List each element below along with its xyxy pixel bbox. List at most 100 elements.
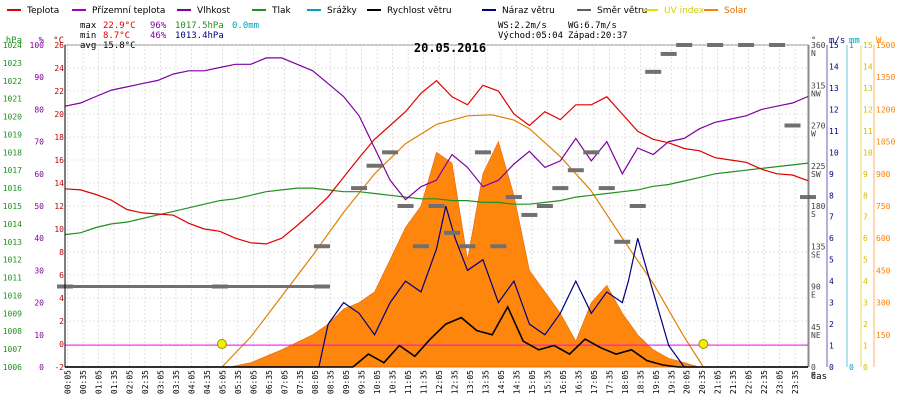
axis-dir-label: N bbox=[811, 371, 816, 380]
series-direction-mark bbox=[769, 43, 786, 47]
chart-title: 20.05.2016 bbox=[414, 41, 486, 55]
axis-tick-uv: 7 bbox=[863, 213, 868, 222]
x-tick-label: 19:35 bbox=[667, 370, 676, 394]
series-direction-mark bbox=[784, 123, 801, 128]
axis-tick-mm: 1 bbox=[849, 41, 854, 50]
axis-tick-uv: 8 bbox=[863, 191, 868, 200]
axis-tick-dir: 270 bbox=[811, 122, 826, 131]
x-tick-label: 06:35 bbox=[265, 370, 274, 394]
stats-sunrise: Východ:05:04 bbox=[498, 31, 563, 41]
legend-label-temp: Teplota bbox=[26, 6, 59, 16]
axis-tick-w: 1200 bbox=[876, 105, 895, 114]
x-tick-label: 07:35 bbox=[296, 370, 305, 394]
axis-tick-w: 1050 bbox=[876, 138, 895, 147]
sunrise-marker bbox=[216, 339, 227, 349]
stats-wg: WG:6.7m/s bbox=[568, 21, 617, 31]
x-tick-label: 10:35 bbox=[389, 370, 398, 394]
series-direction-mark bbox=[583, 150, 600, 155]
x-tick-label: 21:35 bbox=[729, 370, 738, 394]
axis-tick-uv: 1 bbox=[863, 342, 868, 351]
axis-tick-w: 300 bbox=[876, 299, 891, 308]
axis-tick-temp: 20 bbox=[54, 110, 64, 119]
x-tick-label: 11:35 bbox=[420, 370, 429, 394]
axis-tick-pct: 50 bbox=[34, 202, 44, 211]
series-solar-area bbox=[229, 140, 700, 368]
axis-tick-w: 1500 bbox=[876, 41, 895, 50]
axis-tick-pct: 20 bbox=[34, 299, 44, 308]
stats-max-hum: 96% bbox=[150, 21, 167, 31]
series-gust-line bbox=[65, 205, 808, 368]
x-tick-label: 23:35 bbox=[791, 370, 800, 394]
axis-unit-hpa: hPa bbox=[6, 36, 22, 46]
axis-tick-hpa: 1018 bbox=[3, 148, 22, 157]
series-direction-mark bbox=[800, 195, 816, 200]
axis-tick-uv: 14 bbox=[863, 62, 873, 71]
x-tick-label: 10:05 bbox=[373, 370, 382, 394]
series-direction-mark bbox=[413, 244, 430, 249]
stats-avg-temp: 15.8°C bbox=[103, 41, 136, 51]
axis-tick-ms: 8 bbox=[829, 191, 834, 200]
x-axis-label: čas bbox=[811, 371, 827, 382]
axis-tick-hpa: 1016 bbox=[3, 184, 22, 193]
series-direction-mark bbox=[459, 244, 476, 249]
legend-label-feels: Přízemní teplota bbox=[92, 6, 165, 16]
axis-tick-temp: 10 bbox=[54, 225, 64, 234]
axis-dir-label: NW bbox=[811, 89, 821, 98]
x-tick-label: 06:05 bbox=[249, 370, 258, 394]
axis-dir-label: NE bbox=[811, 331, 821, 340]
axis-dir-label: S bbox=[811, 210, 816, 219]
axis-tick-hpa: 1011 bbox=[3, 274, 22, 283]
legend-label-hum: Vlhkost bbox=[197, 6, 230, 16]
series-direction-mark bbox=[366, 163, 383, 168]
axis-tick-hpa: 1010 bbox=[3, 291, 22, 300]
axis-tick-uv: 9 bbox=[863, 170, 868, 179]
series-direction-mark bbox=[313, 244, 330, 249]
x-tick-label: 13:05 bbox=[466, 370, 475, 394]
axis-tick-hpa: 1007 bbox=[3, 345, 22, 354]
axis-tick-temp: 2 bbox=[59, 317, 64, 326]
x-tick-label: 18:35 bbox=[636, 370, 645, 394]
x-tick-label: 09:05 bbox=[342, 370, 351, 394]
legend-label-wind: Rychlost větru bbox=[387, 6, 452, 16]
axis-dir-label: W bbox=[811, 130, 816, 139]
series-direction-mark bbox=[351, 186, 368, 191]
series-direction-mark bbox=[567, 168, 584, 173]
axis-tick-uv: 6 bbox=[863, 234, 868, 243]
axis-tick-hpa: 1012 bbox=[3, 256, 22, 265]
x-tick-label: 00:35 bbox=[79, 370, 88, 394]
stats-sunset: Západ:20:37 bbox=[568, 31, 628, 41]
x-tick-label: 22:35 bbox=[760, 370, 769, 394]
stats-ws: WS:2.2m/s bbox=[498, 21, 547, 31]
legend-label-gust: Náraz větru bbox=[502, 6, 555, 16]
axis-tick-uv: 13 bbox=[863, 84, 873, 93]
axis-tick-pct: 40 bbox=[34, 234, 44, 243]
series-direction-mark bbox=[614, 239, 631, 244]
x-tick-label: 11:05 bbox=[404, 370, 413, 394]
axis-tick-temp: 0 bbox=[59, 340, 64, 349]
series-direction-mark bbox=[428, 204, 445, 208]
series-pressure-line bbox=[64, 162, 809, 236]
x-tick-label: 01:35 bbox=[110, 370, 119, 394]
axis-tick-pct: 30 bbox=[34, 266, 44, 275]
axis-tick-uv: 2 bbox=[863, 320, 868, 329]
sunset-marker bbox=[698, 339, 709, 349]
x-tick-label: 04:05 bbox=[187, 370, 196, 394]
stats-min-label: min bbox=[80, 31, 96, 41]
series-solar-curve bbox=[221, 114, 704, 368]
x-tick-label: 16:05 bbox=[559, 370, 568, 394]
x-tick-label: 12:05 bbox=[435, 370, 444, 394]
axis-tick-temp: 16 bbox=[54, 156, 64, 165]
axis-tick-dir: 225 bbox=[811, 162, 826, 171]
legend-label-press: Tlak bbox=[271, 6, 292, 16]
axis-tick-ms: 11 bbox=[829, 127, 839, 136]
axis-dir-label: SE bbox=[811, 250, 821, 259]
stats-min-hum: 46% bbox=[150, 31, 167, 41]
x-tick-label: 09:35 bbox=[358, 370, 367, 394]
axis-tick-temp: 18 bbox=[54, 133, 64, 142]
legend-label-uv: UV index bbox=[664, 6, 705, 16]
x-tick-label: 14:05 bbox=[497, 370, 506, 394]
axis-tick-temp: 6 bbox=[59, 271, 64, 280]
series-direction-mark bbox=[490, 244, 507, 249]
stats-min-press: 1013.4hPa bbox=[175, 31, 224, 41]
